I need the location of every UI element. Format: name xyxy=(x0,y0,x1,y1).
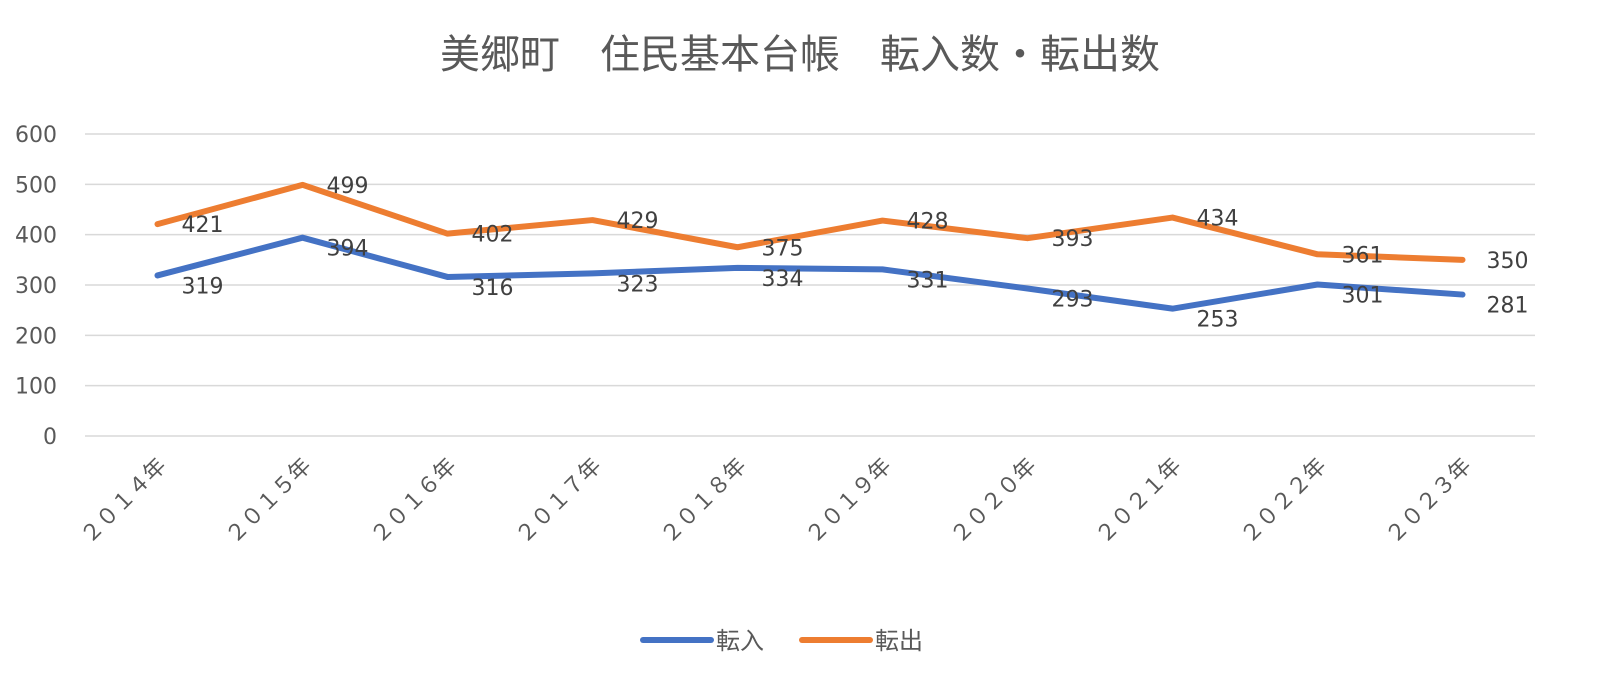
data-label: 393 xyxy=(1052,227,1094,252)
x-tick-label: ２０１９年 xyxy=(801,454,896,549)
legend-label: 転入 xyxy=(716,627,764,655)
y-tick-label: 300 xyxy=(15,274,57,299)
data-label: 428 xyxy=(907,210,949,235)
data-label: 402 xyxy=(472,223,514,248)
x-tick-label: ２０２２年 xyxy=(1236,454,1331,549)
x-tick-label: ２０１８年 xyxy=(656,454,751,549)
data-label: 323 xyxy=(617,272,659,297)
series-line-out xyxy=(154,181,1466,263)
legend-label: 転出 xyxy=(875,627,923,655)
legend: 転入 転出 xyxy=(640,627,923,655)
data-label: 429 xyxy=(617,209,659,234)
y-tick-label: 200 xyxy=(15,324,57,349)
data-label: 350 xyxy=(1487,249,1529,274)
data-label: 421 xyxy=(182,213,224,238)
x-tick-label: ２０１５年 xyxy=(221,454,316,549)
y-tick-label: 400 xyxy=(15,224,57,249)
data-label: 499 xyxy=(327,174,369,199)
legend-item: 転入 xyxy=(640,627,764,655)
y-tick-label: 0 xyxy=(43,425,57,450)
x-tick-label: ２０２０年 xyxy=(946,454,1041,549)
data-labels: 319 394 316 323 334 331 293 253 301 281 421 499 402 4… xyxy=(182,174,1529,333)
data-label: 434 xyxy=(1197,207,1239,232)
data-label: 334 xyxy=(762,267,804,292)
y-tick-label: 500 xyxy=(15,173,57,198)
data-label: 316 xyxy=(472,276,514,301)
data-label: 253 xyxy=(1197,308,1239,333)
data-label: 281 xyxy=(1487,294,1529,319)
chart-title: 美郷町 住民基本台帳 転入数・転出数 xyxy=(440,32,1160,78)
x-tick-label: ２０２３年 xyxy=(1381,454,1476,549)
y-tick-label: 600 xyxy=(15,123,57,148)
series-lines xyxy=(154,181,1466,312)
x-tick-label: ２０１６年 xyxy=(366,454,461,549)
data-label: 331 xyxy=(907,268,949,293)
y-axis: 0 100 200 300 400 500 600 xyxy=(15,123,57,450)
series-line-in xyxy=(154,234,1466,312)
data-label: 394 xyxy=(327,237,369,262)
y-tick-label: 100 xyxy=(15,375,57,400)
legend-item: 転出 xyxy=(799,627,923,655)
data-label: 375 xyxy=(762,236,804,261)
x-axis: ２０１４年 ２０１５年 ２０１６年 ２０１７年 ２０１８年 ２０１９年 ２０２０年 ２０２１年… xyxy=(76,454,1476,549)
data-label: 301 xyxy=(1342,283,1384,308)
x-tick-label: ２０１４年 xyxy=(76,454,171,549)
data-label: 361 xyxy=(1342,243,1384,268)
x-tick-label: ２０１７年 xyxy=(511,454,606,549)
data-label: 293 xyxy=(1052,288,1094,313)
data-label: 319 xyxy=(182,274,224,299)
x-tick-label: ２０２１年 xyxy=(1091,454,1186,549)
